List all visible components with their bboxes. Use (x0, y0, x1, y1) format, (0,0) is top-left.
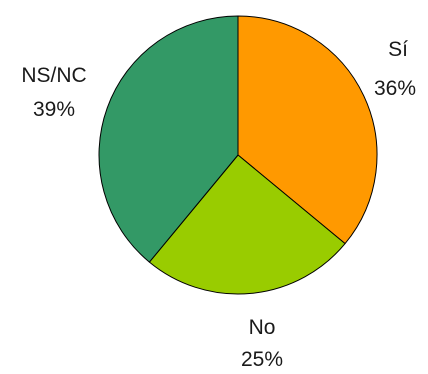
pie-slice-si (237, 15, 378, 245)
slice-label-si: Sí (388, 38, 408, 61)
slice-label-nsnc: NS/NC (21, 64, 86, 87)
slice-value-si: 36% (374, 77, 416, 100)
slice-label-no: No (249, 316, 276, 339)
slice-value-no: 25% (241, 348, 283, 371)
pie-slice-no (148, 154, 346, 295)
slice-value-nsnc: 39% (33, 98, 75, 121)
pie-slice-nsnc (98, 15, 239, 263)
